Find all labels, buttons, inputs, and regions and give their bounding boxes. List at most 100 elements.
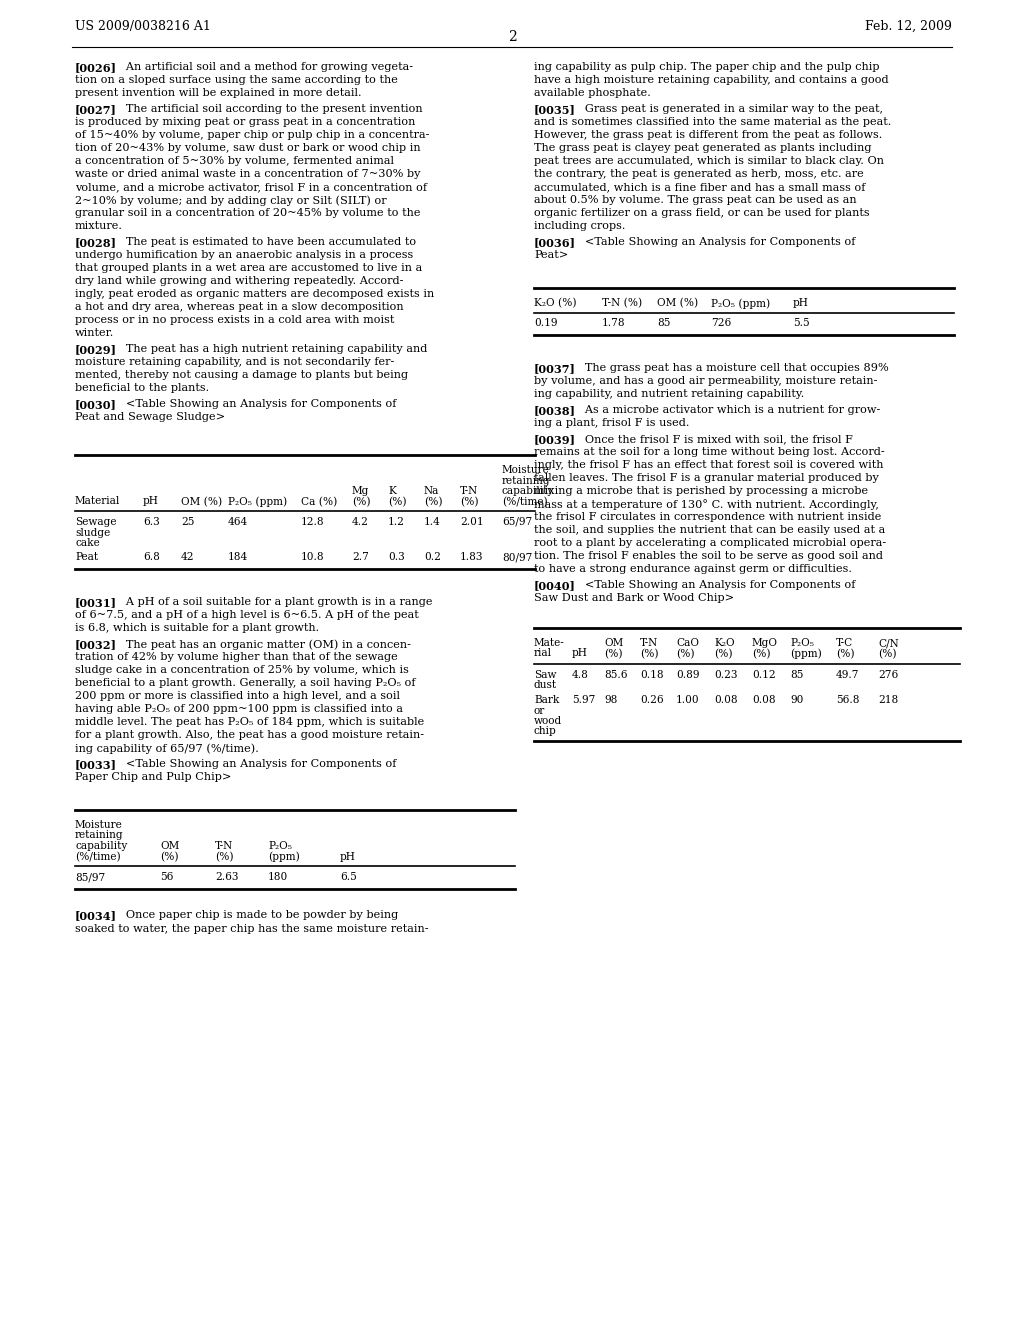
- Text: (%): (%): [352, 496, 371, 507]
- Text: [0030]: [0030]: [75, 399, 117, 411]
- Text: the soil, and supplies the nutrient that can be easily used at a: the soil, and supplies the nutrient that…: [534, 525, 886, 535]
- Text: Peat: Peat: [75, 553, 98, 562]
- Text: 276: 276: [878, 671, 898, 680]
- Text: present invention will be explained in more detail.: present invention will be explained in m…: [75, 88, 361, 98]
- Text: 85/97: 85/97: [75, 873, 105, 882]
- Text: and is sometimes classified into the same material as the peat.: and is sometimes classified into the sam…: [534, 117, 891, 127]
- Text: the frisol F circulates in correspondence with nutrient inside: the frisol F circulates in correspondenc…: [534, 512, 882, 521]
- Text: 1.2: 1.2: [388, 517, 404, 527]
- Text: 0.26: 0.26: [640, 696, 664, 705]
- Text: middle level. The peat has P₂O₅ of 184 ppm, which is suitable: middle level. The peat has P₂O₅ of 184 p…: [75, 717, 424, 727]
- Text: OM (%): OM (%): [181, 496, 222, 507]
- Text: OM: OM: [160, 841, 179, 851]
- Text: granular soil in a concentration of 20~45% by volume to the: granular soil in a concentration of 20~4…: [75, 209, 421, 218]
- Text: of 6~7.5, and a pH of a high level is 6~6.5. A pH of the peat: of 6~7.5, and a pH of a high level is 6~…: [75, 610, 419, 620]
- Text: (ppm): (ppm): [790, 648, 821, 659]
- Text: Saw Dust and Bark or Wood Chip>: Saw Dust and Bark or Wood Chip>: [534, 593, 734, 603]
- Text: A pH of a soil suitable for a plant growth is in a range: A pH of a soil suitable for a plant grow…: [115, 597, 432, 607]
- Text: mixture.: mixture.: [75, 220, 123, 231]
- Text: 200 ppm or more is classified into a high level, and a soil: 200 ppm or more is classified into a hig…: [75, 690, 400, 701]
- Text: accumulated, which is a fine fiber and has a small mass of: accumulated, which is a fine fiber and h…: [534, 182, 865, 191]
- Text: (%): (%): [676, 648, 694, 659]
- Text: [0035]: [0035]: [534, 104, 575, 115]
- Text: Moisture: Moisture: [75, 820, 123, 830]
- Text: The peat is estimated to have been accumulated to: The peat is estimated to have been accum…: [115, 238, 416, 247]
- Text: 6.8: 6.8: [143, 553, 160, 562]
- Text: (%): (%): [640, 648, 658, 659]
- Text: [0036]: [0036]: [534, 238, 575, 248]
- Text: 65/97: 65/97: [502, 517, 532, 527]
- Text: is produced by mixing peat or grass peat in a concentration: is produced by mixing peat or grass peat…: [75, 117, 416, 127]
- Text: [0039]: [0039]: [534, 434, 575, 445]
- Text: 2: 2: [508, 30, 516, 44]
- Text: MgO: MgO: [752, 638, 778, 648]
- Text: a concentration of 5~30% by volume, fermented animal: a concentration of 5~30% by volume, ferm…: [75, 156, 394, 166]
- Text: wood: wood: [534, 715, 562, 726]
- Text: <Table Showing an Analysis for Components of: <Table Showing an Analysis for Component…: [574, 238, 855, 247]
- Text: rial: rial: [534, 648, 552, 659]
- Text: The grass peat is clayey peat generated as plants including: The grass peat is clayey peat generated …: [534, 143, 871, 153]
- Text: T-N: T-N: [640, 638, 658, 648]
- Text: 42: 42: [181, 553, 195, 562]
- Text: 0.12: 0.12: [752, 671, 775, 680]
- Text: T-N: T-N: [460, 486, 478, 496]
- Text: about 0.5% by volume. The grass peat can be used as an: about 0.5% by volume. The grass peat can…: [534, 195, 857, 205]
- Text: soaked to water, the paper chip has the same moisture retain-: soaked to water, the paper chip has the …: [75, 924, 428, 933]
- Text: 56: 56: [160, 873, 173, 882]
- Text: peat trees are accumulated, which is similar to black clay. On: peat trees are accumulated, which is sim…: [534, 156, 884, 166]
- Text: (%): (%): [388, 496, 407, 507]
- Text: 0.89: 0.89: [676, 671, 699, 680]
- Text: pH: pH: [793, 298, 809, 308]
- Text: 0.2: 0.2: [424, 553, 441, 562]
- Text: Feb. 12, 2009: Feb. 12, 2009: [865, 20, 952, 33]
- Text: 90: 90: [790, 696, 804, 705]
- Text: dry land while growing and withering repeatedly. Accord-: dry land while growing and withering rep…: [75, 276, 403, 286]
- Text: Mg: Mg: [352, 486, 370, 496]
- Text: 0.08: 0.08: [752, 696, 775, 705]
- Text: chip: chip: [534, 726, 557, 737]
- Text: (%): (%): [604, 648, 623, 659]
- Text: P₂O₅ (ppm): P₂O₅ (ppm): [228, 496, 287, 507]
- Text: The artificial soil according to the present invention: The artificial soil according to the pre…: [115, 104, 423, 114]
- Text: beneficial to a plant growth. Generally, a soil having P₂O₅ of: beneficial to a plant growth. Generally,…: [75, 678, 416, 688]
- Text: As a microbe activator which is a nutrient for grow-: As a microbe activator which is a nutrie…: [574, 405, 881, 414]
- Text: ing capability of 65/97 (%/time).: ing capability of 65/97 (%/time).: [75, 743, 259, 754]
- Text: root to a plant by accelerating a complicated microbial opera-: root to a plant by accelerating a compli…: [534, 539, 886, 548]
- Text: 184: 184: [228, 553, 248, 562]
- Text: waste or dried animal waste in a concentration of 7~30% by: waste or dried animal waste in a concent…: [75, 169, 421, 180]
- Text: (%): (%): [836, 648, 854, 659]
- Text: to have a strong endurance against germ or difficulties.: to have a strong endurance against germ …: [534, 564, 852, 574]
- Text: 1.4: 1.4: [424, 517, 441, 527]
- Text: sludge cake in a concentration of 25% by volume, which is: sludge cake in a concentration of 25% by…: [75, 665, 409, 675]
- Text: (%): (%): [460, 496, 478, 507]
- Text: that grouped plants in a wet area are accustomed to live in a: that grouped plants in a wet area are ac…: [75, 263, 422, 273]
- Text: 2.63: 2.63: [215, 873, 239, 882]
- Text: (%): (%): [714, 648, 732, 659]
- Text: [0040]: [0040]: [534, 579, 575, 591]
- Text: 2.7: 2.7: [352, 553, 369, 562]
- Text: 5.97: 5.97: [572, 696, 595, 705]
- Text: ing a plant, frisol F is used.: ing a plant, frisol F is used.: [534, 418, 689, 428]
- Text: (%): (%): [215, 851, 233, 862]
- Text: P₂O₅ (ppm): P₂O₅ (ppm): [711, 298, 770, 309]
- Text: An artificial soil and a method for growing vegeta-: An artificial soil and a method for grow…: [115, 62, 413, 73]
- Text: 4.2: 4.2: [352, 517, 369, 527]
- Text: T-C: T-C: [836, 638, 853, 648]
- Text: 0.08: 0.08: [714, 696, 737, 705]
- Text: T-N: T-N: [215, 841, 233, 851]
- Text: OM: OM: [604, 638, 624, 648]
- Text: [0028]: [0028]: [75, 238, 117, 248]
- Text: a hot and dry area, whereas peat in a slow decomposition: a hot and dry area, whereas peat in a sl…: [75, 302, 403, 312]
- Text: the contrary, the peat is generated as herb, moss, etc. are: the contrary, the peat is generated as h…: [534, 169, 864, 180]
- Text: 0.19: 0.19: [534, 318, 557, 329]
- Text: by volume, and has a good air permeability, moisture retain-: by volume, and has a good air permeabili…: [534, 376, 878, 385]
- Text: 464: 464: [228, 517, 248, 527]
- Text: <Table Showing an Analysis for Components of: <Table Showing an Analysis for Component…: [574, 579, 855, 590]
- Text: 98: 98: [604, 696, 617, 705]
- Text: Sewage: Sewage: [75, 517, 117, 527]
- Text: 0.3: 0.3: [388, 553, 404, 562]
- Text: tion of 20~43% by volume, saw dust or bark or wood chip in: tion of 20~43% by volume, saw dust or ba…: [75, 143, 421, 153]
- Text: Peat>: Peat>: [534, 249, 568, 260]
- Text: 80/97: 80/97: [502, 553, 532, 562]
- Text: organic fertilizer on a grass field, or can be used for plants: organic fertilizer on a grass field, or …: [534, 209, 869, 218]
